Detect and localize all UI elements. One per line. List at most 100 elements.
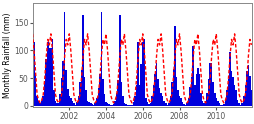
Bar xyxy=(193,85,195,106)
Bar xyxy=(128,105,129,106)
Bar xyxy=(192,46,193,106)
Bar xyxy=(239,105,241,106)
Bar xyxy=(157,79,158,106)
Bar xyxy=(114,101,116,106)
Y-axis label: Monthly Rainfall (mm): Monthly Rainfall (mm) xyxy=(4,13,12,98)
Bar xyxy=(195,74,196,106)
Bar xyxy=(35,75,36,106)
Bar xyxy=(99,74,100,106)
Bar xyxy=(79,82,81,106)
Bar xyxy=(94,103,96,106)
Bar xyxy=(74,105,76,106)
Bar xyxy=(149,103,151,106)
Bar xyxy=(82,15,84,106)
Bar xyxy=(183,104,184,106)
Bar xyxy=(116,93,117,106)
Bar xyxy=(53,90,55,106)
Bar xyxy=(154,74,155,106)
Bar xyxy=(122,96,123,106)
Bar xyxy=(163,101,164,106)
Bar xyxy=(187,98,189,106)
Bar xyxy=(71,101,73,106)
Bar xyxy=(70,98,71,106)
Bar xyxy=(59,93,61,106)
Bar xyxy=(227,79,228,106)
Bar xyxy=(237,103,239,106)
Bar xyxy=(47,42,49,106)
Bar xyxy=(160,93,161,106)
Bar xyxy=(106,103,108,106)
Bar xyxy=(164,103,166,106)
Bar xyxy=(64,12,65,106)
Bar xyxy=(85,90,87,106)
Bar xyxy=(196,68,198,106)
Bar xyxy=(210,63,212,106)
Bar xyxy=(166,105,167,106)
Bar xyxy=(33,42,35,106)
Bar xyxy=(117,80,119,106)
Bar xyxy=(73,104,74,106)
Bar xyxy=(100,12,102,106)
Bar xyxy=(68,96,70,106)
Bar xyxy=(236,100,237,106)
Bar xyxy=(111,105,113,106)
Bar xyxy=(36,96,38,106)
Bar xyxy=(138,85,140,106)
Bar xyxy=(155,63,157,106)
Bar xyxy=(213,93,215,106)
Bar xyxy=(103,93,105,106)
Bar xyxy=(228,52,230,106)
Bar xyxy=(38,101,39,106)
Bar xyxy=(129,105,131,106)
Bar xyxy=(173,26,175,106)
Bar xyxy=(151,96,152,106)
Bar xyxy=(233,85,234,106)
Bar xyxy=(178,96,180,106)
Bar xyxy=(221,105,222,106)
Bar xyxy=(105,102,106,106)
Bar xyxy=(91,104,93,106)
Bar xyxy=(126,105,128,106)
Bar xyxy=(57,104,59,106)
Bar xyxy=(51,39,53,106)
Bar xyxy=(219,105,221,106)
Bar xyxy=(230,71,231,106)
Bar xyxy=(39,104,41,106)
Bar xyxy=(241,103,242,106)
Bar xyxy=(56,104,58,106)
Bar xyxy=(248,76,250,106)
Bar xyxy=(90,104,91,106)
Bar xyxy=(131,105,132,106)
Bar xyxy=(170,82,172,106)
Bar xyxy=(216,101,218,106)
Bar xyxy=(145,98,146,106)
Bar xyxy=(125,104,126,106)
Bar xyxy=(225,90,227,106)
Bar xyxy=(65,70,67,106)
Bar xyxy=(180,98,181,106)
Bar xyxy=(184,105,186,106)
Bar xyxy=(167,103,169,106)
Bar xyxy=(93,105,94,106)
Bar xyxy=(209,63,210,106)
Bar xyxy=(108,104,109,106)
Bar xyxy=(62,62,64,106)
Bar xyxy=(199,93,201,106)
Bar xyxy=(143,39,145,106)
Bar xyxy=(137,42,138,106)
Bar xyxy=(97,88,99,106)
Bar xyxy=(190,77,192,106)
Bar xyxy=(177,90,178,106)
Bar xyxy=(81,70,82,106)
Bar xyxy=(41,101,42,106)
Bar xyxy=(244,85,245,106)
Bar xyxy=(201,101,202,106)
Bar xyxy=(96,98,97,106)
Bar xyxy=(50,48,52,106)
Bar xyxy=(181,102,183,106)
Bar xyxy=(234,90,236,106)
Bar xyxy=(205,93,207,106)
Bar xyxy=(44,81,45,106)
Bar xyxy=(175,77,177,106)
Bar xyxy=(140,64,141,106)
